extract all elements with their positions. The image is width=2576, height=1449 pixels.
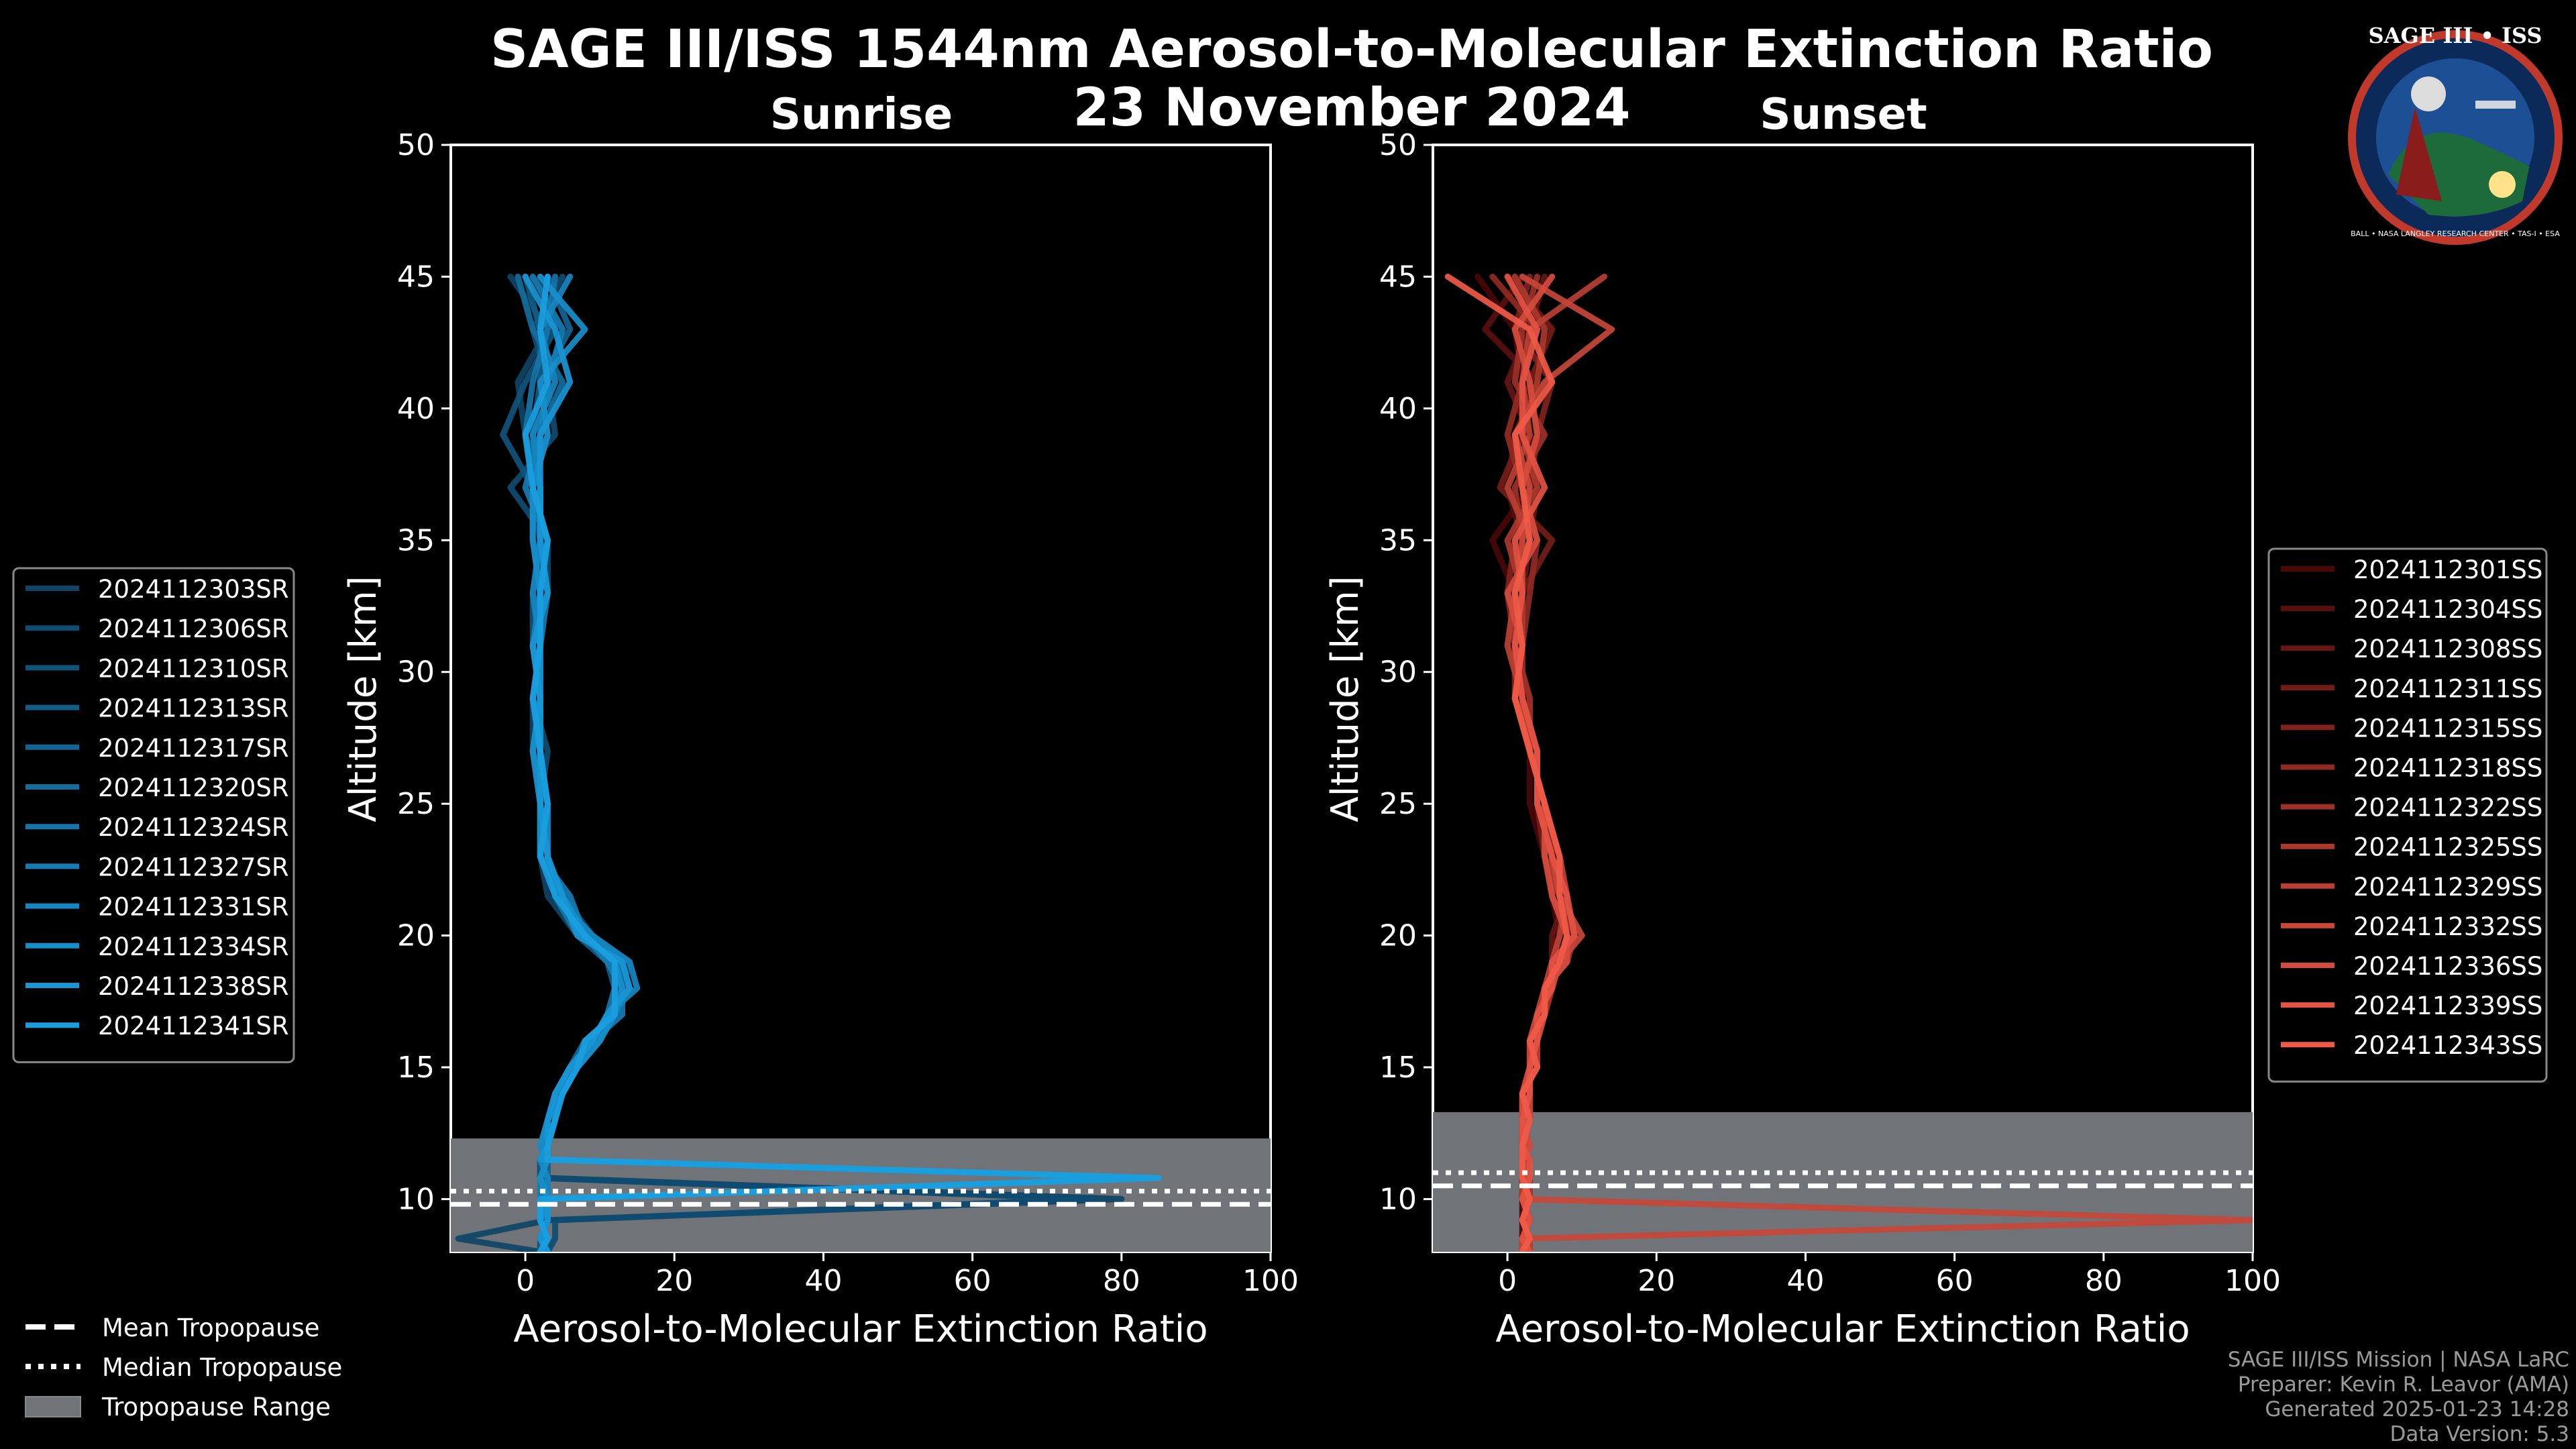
sunrise-panel-title: Sunrise — [770, 90, 953, 140]
sunset-xtick-label: 100 — [2224, 1264, 2281, 1298]
sunrise-legend-label: 2024112334SR — [98, 932, 289, 961]
sage-iii-iss-logo: SAGE III • ISS BALL • NASA LANGLEY RESEA… — [2348, 23, 2563, 245]
sunrise-ytick-label: 15 — [397, 1051, 435, 1085]
sunrise-legend: 2024112303SR 2024112306SR 2024112310SR 2024… — [12, 567, 295, 1063]
sunset-xtick-label: 60 — [1936, 1264, 1974, 1298]
sunset-legend-label: 2024112308SS — [2353, 635, 2542, 663]
sunrise-xtick-label: 40 — [804, 1264, 842, 1298]
sunset-ytick-label: 30 — [1379, 655, 1417, 690]
sunrise-legend-label: 2024112338SR — [98, 972, 289, 1001]
sunrise-ytick-label: 45 — [397, 260, 435, 294]
sunset-ytick-label: 20 — [1379, 919, 1417, 953]
sunrise-series-2024112341SR — [522, 273, 1162, 1252]
sunset-legend-label: 2024112311SS — [2353, 674, 2542, 703]
sunset-ytick-label: 40 — [1379, 392, 1417, 426]
mean-tropopause-label: Mean Tropopause — [102, 1313, 320, 1342]
sunset-xtick-label: 0 — [1498, 1264, 1517, 1298]
sunset-panel: 0 20 40 60 80 100 10 15 20 25 30 35 40 45 50 Aerosol-t… — [1324, 128, 2281, 1351]
sunset-legend-frame — [2267, 547, 2548, 1083]
sunset-xtick-label: 80 — [2085, 1264, 2123, 1298]
sunrise-panel: 0 20 40 60 80 100 10 15 20 25 30 35 40 45 50 Aerosol-t… — [341, 128, 1299, 1351]
sunrise-xtick-label: 0 — [516, 1264, 535, 1298]
sunrise-ytick-label: 25 — [397, 787, 435, 821]
sunrise-legend-label: 2024112341SR — [98, 1012, 289, 1040]
tropopause-legend: Mean Tropopause Median Tropopause Tropop… — [25, 1313, 342, 1421]
sunset-legend-label: 2024112315SS — [2353, 714, 2542, 743]
credits: SAGE III/ISS Mission | NASA LaRC Prepare… — [2228, 1348, 2569, 1446]
sunrise-ylabel: Altitude [km] — [341, 576, 385, 822]
credit-data-version: Data Version: 5.3 — [2390, 1422, 2569, 1446]
sunrise-xtick-label: 80 — [1103, 1264, 1140, 1298]
sunset-ytick-label: 10 — [1379, 1182, 1417, 1216]
figure-title: SAGE III/ISS 1544nm Aerosol-to-Molecular… — [490, 19, 2213, 80]
sunrise-ytick-label: 50 — [397, 128, 435, 162]
sunset-ytick-label: 25 — [1379, 787, 1417, 821]
tropopause-range-swatch — [25, 1396, 81, 1417]
sunset-series-2024112343SS — [1444, 273, 1570, 1252]
sunrise-ytick-label: 35 — [397, 523, 435, 557]
sunrise-ytick-label: 10 — [397, 1182, 435, 1216]
logo-title: SAGE III • ISS — [2369, 23, 2542, 48]
credit-generated: Generated 2025-01-23 14:28 — [2265, 1397, 2569, 1421]
sunset-ytick-label: 35 — [1379, 523, 1417, 557]
sunset-legend-label: 2024112325SS — [2353, 833, 2542, 862]
sunrise-legend-label: 2024112324SR — [98, 813, 289, 842]
sunset-ytick-label: 15 — [1379, 1051, 1417, 1085]
tropopause-range-label: Tropopause Range — [101, 1393, 331, 1421]
sunset-legend-label: 2024112318SS — [2353, 754, 2542, 783]
sunrise-legend-label: 2024112303SR — [98, 575, 289, 604]
logo-iss-station — [2475, 101, 2516, 109]
sunset-legend-label: 2024112304SS — [2353, 595, 2542, 624]
figure-date: 23 November 2024 — [1073, 78, 1630, 138]
sunset-ytick-label: 45 — [1379, 260, 1417, 294]
sunset-plot-area — [1432, 144, 2254, 1253]
sunrise-legend-label: 2024112317SR — [98, 734, 289, 763]
sunrise-legend-label: 2024112331SR — [98, 893, 289, 922]
logo-moon — [2411, 76, 2446, 111]
sunset-ylabel: Altitude [km] — [1324, 576, 1367, 822]
sunrise-xtick-label: 100 — [1242, 1264, 1299, 1298]
sunset-ytick-label: 50 — [1379, 128, 1417, 162]
sunset-legend-label: 2024112322SS — [2353, 794, 2542, 822]
sunset-xtick-label: 40 — [1786, 1264, 1824, 1298]
sunrise-legend-label: 2024112320SR — [98, 773, 289, 802]
sunrise-xtick-label: 60 — [954, 1264, 991, 1298]
sunrise-legend-label: 2024112306SR — [98, 614, 289, 643]
sunrise-ytick-label: 40 — [397, 392, 435, 426]
sunrise-legend-label: 2024112310SR — [98, 654, 289, 683]
sunrise-ytick-label: 20 — [397, 919, 435, 953]
credit-preparer: Preparer: Kevin R. Leavor (AMA) — [2238, 1373, 2569, 1397]
logo-sun — [2489, 171, 2516, 198]
median-tropopause-label: Median Tropopause — [102, 1353, 342, 1382]
sunset-legend-label: 2024112336SS — [2353, 952, 2542, 981]
sunset-xtick-label: 20 — [1638, 1264, 1675, 1298]
sunset-panel-title: Sunset — [1760, 90, 1927, 140]
sunset-legend: 2024112301SS 2024112304SS 2024112308SS 2024… — [2267, 547, 2548, 1083]
sunrise-legend-frame — [12, 567, 295, 1063]
sunset-legend-label: 2024112332SS — [2353, 912, 2542, 941]
sunrise-ytick-label: 30 — [397, 655, 435, 690]
sunset-legend-label: 2024112339SS — [2353, 991, 2542, 1020]
sunrise-xlabel: Aerosol-to-Molecular Extinction Ratio — [513, 1307, 1208, 1351]
sunrise-plot-area — [449, 144, 1272, 1253]
sunset-legend-label: 2024112343SS — [2353, 1031, 2542, 1060]
sunrise-legend-label: 2024112313SR — [98, 694, 289, 723]
logo-ring-text: BALL • NASA LANGLEY RESEARCH CENTER • TA… — [2351, 229, 2560, 238]
credit-mission: SAGE III/ISS Mission | NASA LaRC — [2228, 1348, 2569, 1372]
sunset-legend-label: 2024112301SS — [2353, 555, 2542, 584]
sunset-xlabel: Aerosol-to-Molecular Extinction Ratio — [1495, 1307, 2190, 1351]
sunrise-legend-label: 2024112327SR — [98, 853, 289, 881]
sunset-legend-label: 2024112329SS — [2353, 873, 2542, 902]
logo-figure-robe — [2396, 107, 2442, 201]
sunrise-xtick-label: 20 — [655, 1264, 693, 1298]
